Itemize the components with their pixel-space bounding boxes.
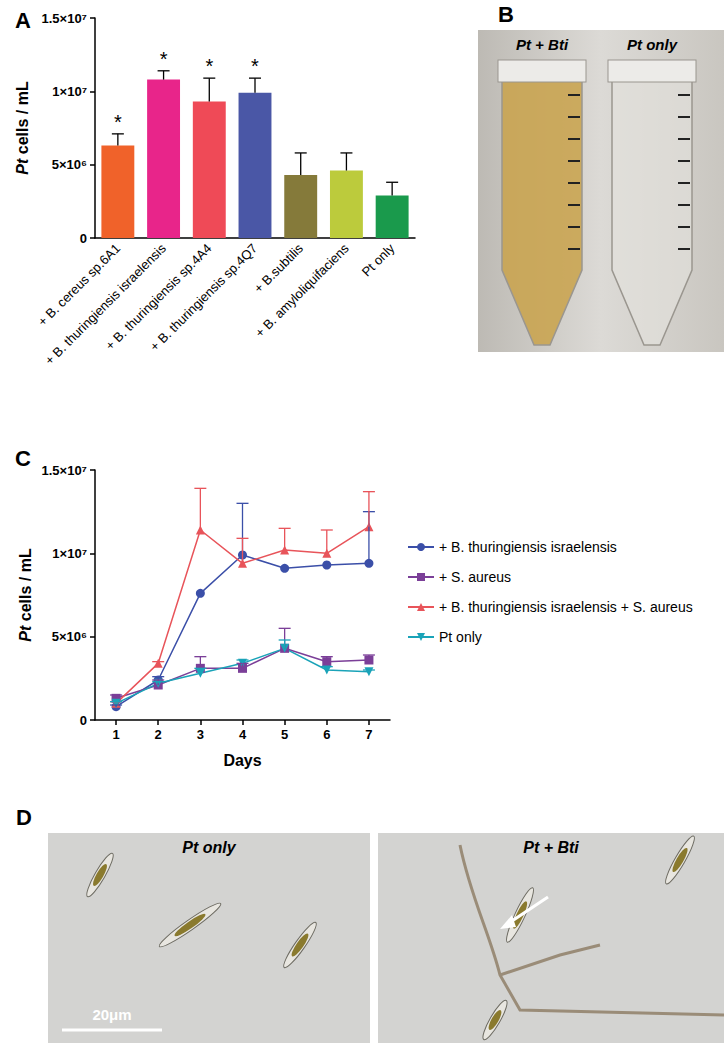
svg-text:*: * bbox=[114, 111, 122, 133]
svg-text:+ B. thuringiensis sp.4A4: + B. thuringiensis sp.4A4 bbox=[102, 240, 215, 354]
svg-text:*: * bbox=[160, 48, 168, 70]
svg-text:*: * bbox=[251, 55, 259, 77]
svg-text:4: 4 bbox=[239, 727, 247, 742]
svg-text:1×10⁷: 1×10⁷ bbox=[52, 84, 87, 99]
svg-text:5×10⁶: 5×10⁶ bbox=[52, 629, 87, 644]
svg-text:1.5×10⁷: 1.5×10⁷ bbox=[42, 11, 88, 26]
svg-text:20μm: 20μm bbox=[92, 1006, 131, 1023]
svg-text:0: 0 bbox=[80, 713, 87, 728]
svg-text:+ B. thuringiensis israelensis: + B. thuringiensis israelensis bbox=[41, 240, 169, 368]
svg-text:+ B. thuringiensis sp.4Q7: + B. thuringiensis sp.4Q7 bbox=[147, 241, 260, 354]
svg-text:Pt + Bti: Pt + Bti bbox=[516, 36, 569, 53]
svg-text:0: 0 bbox=[80, 231, 87, 246]
svg-text:+ B. thuringiensis israelensis: + B. thuringiensis israelensis + S. aure… bbox=[439, 599, 693, 615]
svg-text:Pt only: Pt only bbox=[627, 36, 678, 53]
svg-text:5: 5 bbox=[281, 727, 288, 742]
svg-text:Pt: Pt bbox=[17, 625, 34, 642]
svg-text:Pt: Pt bbox=[14, 158, 31, 175]
svg-text:cells / mL: cells / mL bbox=[17, 548, 34, 626]
svg-text:7: 7 bbox=[365, 727, 372, 742]
svg-text:5×10⁶: 5×10⁶ bbox=[52, 157, 87, 172]
svg-text:+ B. cereus sp.6A1: + B. cereus sp.6A1 bbox=[35, 241, 123, 329]
svg-text:+ B. amyloliquifaciens: + B. amyloliquifaciens bbox=[252, 240, 352, 340]
svg-text:Pt + Bti: Pt + Bti bbox=[523, 839, 579, 856]
svg-text:Pt only: Pt only bbox=[439, 629, 482, 645]
svg-text:*: * bbox=[205, 55, 213, 77]
svg-text:1×10⁷: 1×10⁷ bbox=[52, 546, 87, 561]
svg-text:1.5×10⁷: 1.5×10⁷ bbox=[42, 463, 88, 478]
svg-text:+ B.subtilis: + B.subtilis bbox=[250, 240, 306, 296]
svg-text:3: 3 bbox=[197, 727, 204, 742]
svg-text:2: 2 bbox=[155, 727, 162, 742]
svg-text:+ S. aureus: + S. aureus bbox=[439, 569, 511, 585]
svg-text:D: D bbox=[16, 805, 32, 830]
svg-text:1: 1 bbox=[112, 727, 119, 742]
svg-text:A: A bbox=[15, 8, 31, 33]
svg-text:Pt only: Pt only bbox=[182, 839, 236, 856]
svg-text:6: 6 bbox=[323, 727, 330, 742]
svg-text:+ B. thuringiensis israelensis: + B. thuringiensis israelensis bbox=[439, 539, 617, 555]
svg-text:cells / mL: cells / mL bbox=[14, 81, 31, 159]
svg-text:Days: Days bbox=[223, 752, 261, 769]
svg-text:Pt only: Pt only bbox=[359, 240, 398, 279]
svg-text:B: B bbox=[498, 2, 514, 27]
svg-text:C: C bbox=[15, 446, 31, 471]
